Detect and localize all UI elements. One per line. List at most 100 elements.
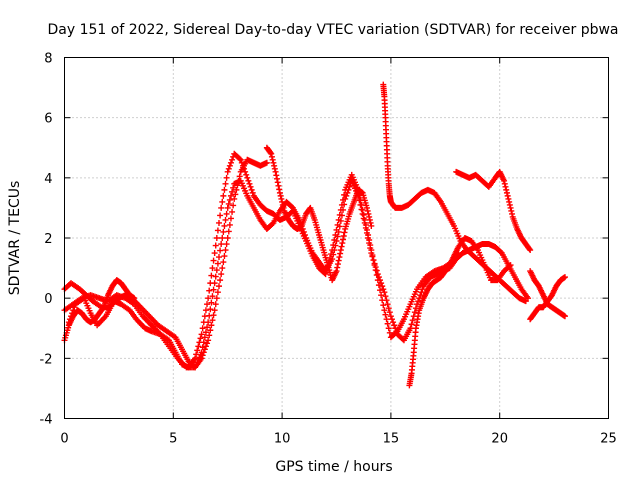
data-point: [202, 307, 209, 314]
data-point: [212, 273, 219, 280]
data-point: [526, 246, 533, 253]
data-point: [225, 165, 232, 172]
data-point: [369, 253, 376, 260]
data-point: [338, 243, 345, 250]
data-point: [248, 186, 255, 193]
data-point: [280, 204, 287, 211]
data-point: [206, 332, 213, 339]
data-point: [220, 259, 227, 266]
x-tick-label: 0: [60, 432, 68, 447]
data-point: [341, 201, 348, 208]
y-axis-label: SDTVAR / TECUs: [7, 181, 23, 296]
data-point: [208, 299, 215, 306]
data-point: [343, 192, 350, 199]
data-point: [224, 204, 231, 211]
data-point: [200, 349, 207, 356]
data-point: [236, 173, 243, 180]
data-point: [407, 325, 414, 332]
data-point: [200, 339, 207, 346]
data-point: [223, 174, 230, 181]
data-point: [224, 235, 231, 241]
data-point: [212, 301, 219, 308]
data-point: [365, 235, 372, 241]
series-track-5: [263, 144, 375, 284]
grid-lines: [64, 57, 609, 419]
data-point: [366, 240, 373, 247]
data-point: [229, 188, 236, 195]
series-track-8: [406, 235, 514, 389]
data-point: [245, 177, 252, 184]
data-point: [212, 242, 219, 249]
data-point: [411, 309, 418, 316]
data-point: [337, 217, 344, 224]
y-tick-label: 0: [44, 292, 52, 307]
data-point: [214, 289, 221, 296]
series-track-10: [527, 268, 568, 320]
data-point: [230, 184, 237, 191]
y-tick-label: -4: [40, 413, 53, 428]
data-point: [199, 325, 206, 332]
x-tick-label: 10: [274, 432, 291, 447]
data-point: [215, 283, 222, 290]
data-point: [300, 228, 307, 235]
data-point: [270, 159, 277, 166]
data-point: [229, 208, 236, 215]
data-point: [276, 186, 283, 193]
data-point: [382, 293, 389, 300]
data-point: [205, 295, 212, 302]
data-point: [338, 212, 345, 219]
data-point: [342, 195, 349, 202]
data-point: [215, 254, 222, 261]
data-point: [219, 235, 226, 241]
data-point: [362, 224, 369, 231]
data-point: [337, 247, 344, 254]
data-point: [383, 316, 390, 323]
data-point: [267, 149, 274, 156]
data-point: [386, 309, 393, 316]
data-point: [195, 343, 202, 350]
data-point: [359, 210, 366, 217]
data-point: [227, 192, 234, 199]
data-point: [385, 305, 392, 312]
data-point: [204, 340, 211, 347]
data-point: [372, 264, 379, 271]
data-point: [390, 319, 397, 326]
data-point: [197, 335, 204, 342]
data-point: [206, 287, 213, 294]
data-point: [220, 192, 227, 199]
data-point: [226, 162, 233, 169]
data-point: [361, 219, 368, 226]
data-point: [383, 297, 390, 304]
data-point: [209, 317, 216, 324]
data-point: [198, 355, 205, 362]
data-point: [217, 212, 224, 219]
data-point: [509, 210, 516, 217]
x-tick-label: 25: [600, 432, 617, 447]
data-point: [391, 322, 398, 329]
data-point: [202, 329, 209, 336]
data-point: [419, 286, 426, 293]
data-point: [335, 228, 342, 235]
data-point: [379, 283, 386, 290]
data-point: [506, 198, 513, 205]
data-point: [192, 355, 199, 362]
data-point: [334, 264, 341, 271]
data-point: [368, 222, 375, 229]
series-track-4: [61, 277, 138, 344]
data-point: [223, 210, 230, 217]
data-point: [221, 186, 228, 193]
data-point: [377, 277, 384, 284]
data-point: [377, 287, 384, 294]
data-point: [415, 298, 422, 305]
data-point: [382, 311, 389, 318]
data-point: [505, 195, 512, 202]
data-point: [244, 174, 251, 181]
data-point: [346, 183, 353, 190]
data-point: [374, 271, 381, 278]
data-point: [272, 168, 279, 175]
data-point: [279, 201, 286, 208]
data-point: [344, 189, 351, 196]
data-point: [198, 331, 205, 338]
data-point: [365, 210, 372, 217]
data-point: [380, 302, 387, 309]
